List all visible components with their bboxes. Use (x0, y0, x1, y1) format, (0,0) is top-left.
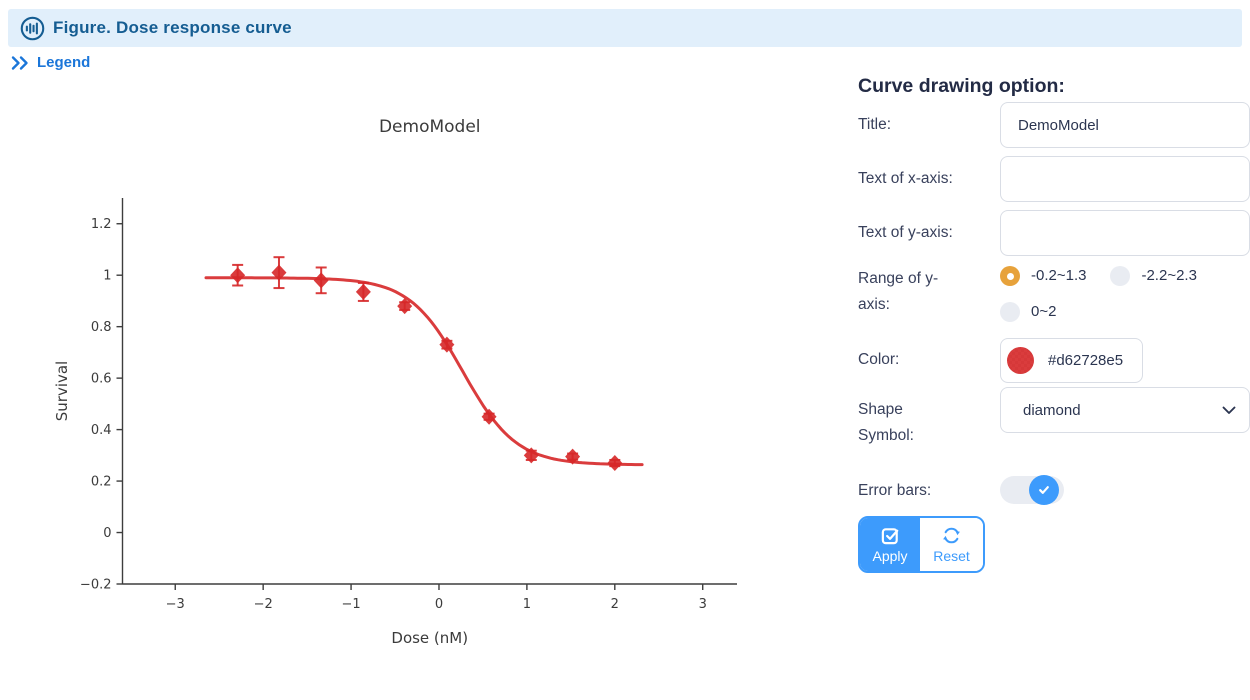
page-title: Figure. Dose response curve (53, 18, 292, 37)
data-point (271, 264, 287, 281)
y-range-option-3[interactable]: 0~2 (1000, 302, 1056, 322)
y-axis-title: Survival (53, 361, 71, 421)
y-tick-label: 0.6 (91, 372, 112, 387)
data-point (565, 448, 581, 465)
y-tick-label: 0.8 (91, 320, 112, 335)
xaxis-text-row: Text of x-axis: (858, 156, 1250, 202)
y-range-option-1[interactable]: -0.2~1.3 (1000, 266, 1086, 286)
check-icon (1029, 475, 1059, 505)
color-label: Color: (858, 351, 900, 368)
yaxis-text-row: Text of y-axis: (858, 210, 1250, 256)
x-tick-label: 3 (699, 597, 707, 612)
error-bars-label: Error bars: (858, 482, 932, 499)
y-tick-label: −0.2 (80, 578, 112, 593)
radio-icon (1110, 266, 1131, 286)
y-range-option-2[interactable]: -2.2~2.3 (1110, 266, 1197, 286)
double-chevron-right-icon (10, 55, 30, 71)
reset-button-label: Reset (933, 548, 970, 564)
yaxis-text-input[interactable] (1000, 210, 1250, 256)
color-swatch-icon (1006, 346, 1035, 375)
shape-row: Shape Symbol: diamond (858, 387, 1250, 449)
x-axis-title: Dose (nM) (391, 629, 468, 647)
bar-chart-circle-icon (20, 16, 45, 41)
radio-icon (1000, 302, 1020, 322)
data-point (481, 408, 497, 425)
y-tick-label: 1.2 (91, 217, 112, 232)
shape-select-value: diamond (1023, 401, 1081, 419)
data-point (355, 283, 371, 300)
shape-select[interactable]: diamond (1000, 387, 1250, 433)
color-row: Color: (858, 338, 1250, 383)
xaxis-text-input[interactable] (1000, 156, 1250, 202)
y-range-row: Range of y-axis: -0.2~1.3 -2.2~2.3 0~2 (858, 264, 1250, 338)
shape-label: Shape Symbol: (858, 401, 914, 444)
error-bars-row: Error bars: (858, 475, 1250, 505)
chart-title: DemoModel (379, 117, 481, 137)
chevron-down-icon (1222, 406, 1236, 415)
y-range-label: Range of y-axis: (858, 270, 939, 313)
data-point (313, 272, 329, 289)
curve-options-panel: Curve drawing option: Title: Text of x-a… (858, 75, 1250, 573)
legend-label: Legend (37, 54, 91, 71)
color-hex-value: #d62728e5 (1048, 352, 1124, 369)
apply-reset-button-group: Apply Reset (858, 516, 985, 573)
x-tick-label: −1 (341, 597, 360, 612)
y-tick-label: 0.4 (91, 423, 112, 438)
color-picker[interactable]: #d62728e5 (1000, 338, 1143, 383)
xaxis-text-label: Text of x-axis: (858, 170, 953, 187)
title-label: Title: (858, 116, 892, 133)
y-tick-label: 0.2 (91, 475, 112, 490)
reset-button[interactable]: Reset (920, 518, 983, 571)
panel-heading: Curve drawing option: (858, 75, 1065, 97)
data-point (439, 336, 455, 353)
refresh-arrows-icon (941, 525, 962, 546)
y-tick-label: 1 (103, 269, 111, 284)
data-point (230, 267, 246, 284)
data-point (607, 455, 623, 472)
x-tick-label: 1 (523, 597, 531, 612)
fit-curve (204, 276, 644, 467)
y-range-radio-group: -0.2~1.3 -2.2~2.3 0~2 (1000, 264, 1250, 338)
legend-toggle[interactable]: Legend (10, 54, 90, 71)
error-bars-toggle[interactable] (1000, 475, 1064, 505)
yaxis-text-label: Text of y-axis: (858, 224, 953, 241)
apply-button[interactable]: Apply (860, 518, 920, 571)
x-tick-label: 0 (435, 597, 443, 612)
title-input[interactable] (1000, 102, 1250, 148)
checkbox-check-icon (880, 525, 901, 546)
x-tick-label: 2 (611, 597, 619, 612)
x-tick-label: −3 (166, 597, 185, 612)
x-tick-label: −2 (254, 597, 273, 612)
title-row: Title: (858, 102, 1250, 148)
apply-button-label: Apply (872, 548, 908, 564)
data-point (523, 447, 539, 464)
y-tick-label: 0 (103, 526, 111, 541)
header-bar: Figure. Dose response curve (8, 9, 1242, 47)
dose-response-chart: −0.2 0 0.2 0.4 0.6 0.8 1 1.2 −3 −2 −1 0 1 2 3 DemoModel… (0, 90, 820, 695)
data-point (397, 298, 413, 315)
radio-icon (1000, 266, 1020, 286)
